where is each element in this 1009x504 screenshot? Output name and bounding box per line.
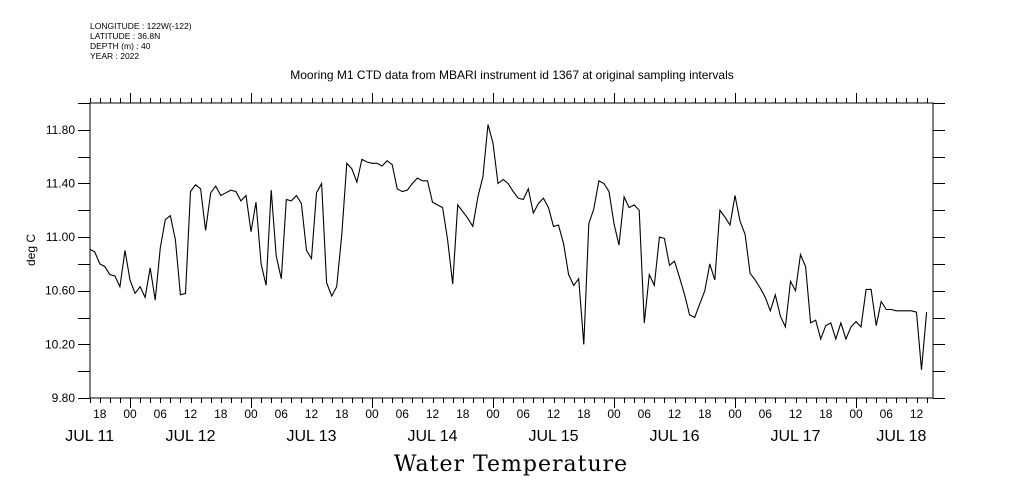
x-axis: 18 00 06 12 18 00 06 12 18 00 06 12 18 00 06 12 18 00 06 12… xyxy=(65,93,928,445)
longitude-label: LONGITUDE : 122W(-122) xyxy=(90,21,192,31)
x-day-label: JUL 14 xyxy=(407,428,457,445)
series-group xyxy=(89,124,928,370)
x-tick-label: 00 xyxy=(728,407,742,421)
y-axis-label: deg C xyxy=(24,234,38,266)
x-day-label: JUL 15 xyxy=(528,428,578,445)
x-tick-label: 12 xyxy=(910,407,924,421)
x-tick-label: 06 xyxy=(396,407,410,421)
series-line-water-temperature xyxy=(89,124,928,370)
x-day-label: JUL 18 xyxy=(876,428,926,445)
x-tick-label: 12 xyxy=(184,407,198,421)
y-tick-label: 11.00 xyxy=(46,230,75,244)
y-tick-label: 10.60 xyxy=(45,284,75,298)
x-tick-label: 06 xyxy=(638,407,652,421)
depth-label: DEPTH (m) : 40 xyxy=(90,41,151,51)
x-day-label: JUL 12 xyxy=(165,428,215,445)
x-day-label: JUL 11 xyxy=(65,428,114,445)
x-tick-label: 00 xyxy=(244,407,258,421)
x-tick-label: 12 xyxy=(305,407,319,421)
plot-footer-title: Water Temperature xyxy=(393,452,629,477)
x-tick-label: 18 xyxy=(456,407,470,421)
x-tick-label: 18 xyxy=(577,407,591,421)
x-tick-label: 12 xyxy=(789,407,803,421)
x-tick-label: 00 xyxy=(365,407,379,421)
y-tick-label: 10.20 xyxy=(45,337,75,351)
x-tick-label: 00 xyxy=(607,407,621,421)
x-tick-label: 00 xyxy=(123,407,137,421)
x-tick-label: 18 xyxy=(93,407,107,421)
x-tick-label: 12 xyxy=(668,407,682,421)
x-tick-label: 06 xyxy=(517,407,531,421)
x-tick-label: 12 xyxy=(547,407,561,421)
y-tick-label: 11.80 xyxy=(46,123,75,137)
x-day-label: JUL 17 xyxy=(770,428,820,445)
x-tick-label: 06 xyxy=(759,407,773,421)
x-tick-label: 18 xyxy=(698,407,712,421)
metadata-block: LONGITUDE : 122W(-122) LATITUDE : 36.8N … xyxy=(90,21,192,61)
x-tick-label: 18 xyxy=(819,407,833,421)
x-tick-label: 06 xyxy=(880,407,894,421)
y-axis: 11.80 11.40 11.00 10.60 10.20 9.80 xyxy=(45,103,945,405)
plot-frame xyxy=(89,102,934,399)
plot-border xyxy=(89,102,934,399)
x-tick-label: 00 xyxy=(849,407,863,421)
y-tick-label: 11.40 xyxy=(46,176,75,190)
x-day-label: JUL 13 xyxy=(286,428,336,445)
chart-title: Mooring M1 CTD data from MBARI instrumen… xyxy=(290,68,734,82)
x-tick-label: 06 xyxy=(154,407,168,421)
x-tick-label: 00 xyxy=(486,407,500,421)
x-tick-label: 12 xyxy=(426,407,440,421)
x-tick-label: 06 xyxy=(275,407,289,421)
x-tick-label: 18 xyxy=(214,407,228,421)
x-day-label: JUL 16 xyxy=(649,428,699,445)
year-label: YEAR : 2022 xyxy=(90,51,140,61)
x-tick-label: 18 xyxy=(335,407,349,421)
latitude-label: LATITUDE : 36.8N xyxy=(90,31,161,41)
y-tick-label: 9.80 xyxy=(52,391,76,405)
